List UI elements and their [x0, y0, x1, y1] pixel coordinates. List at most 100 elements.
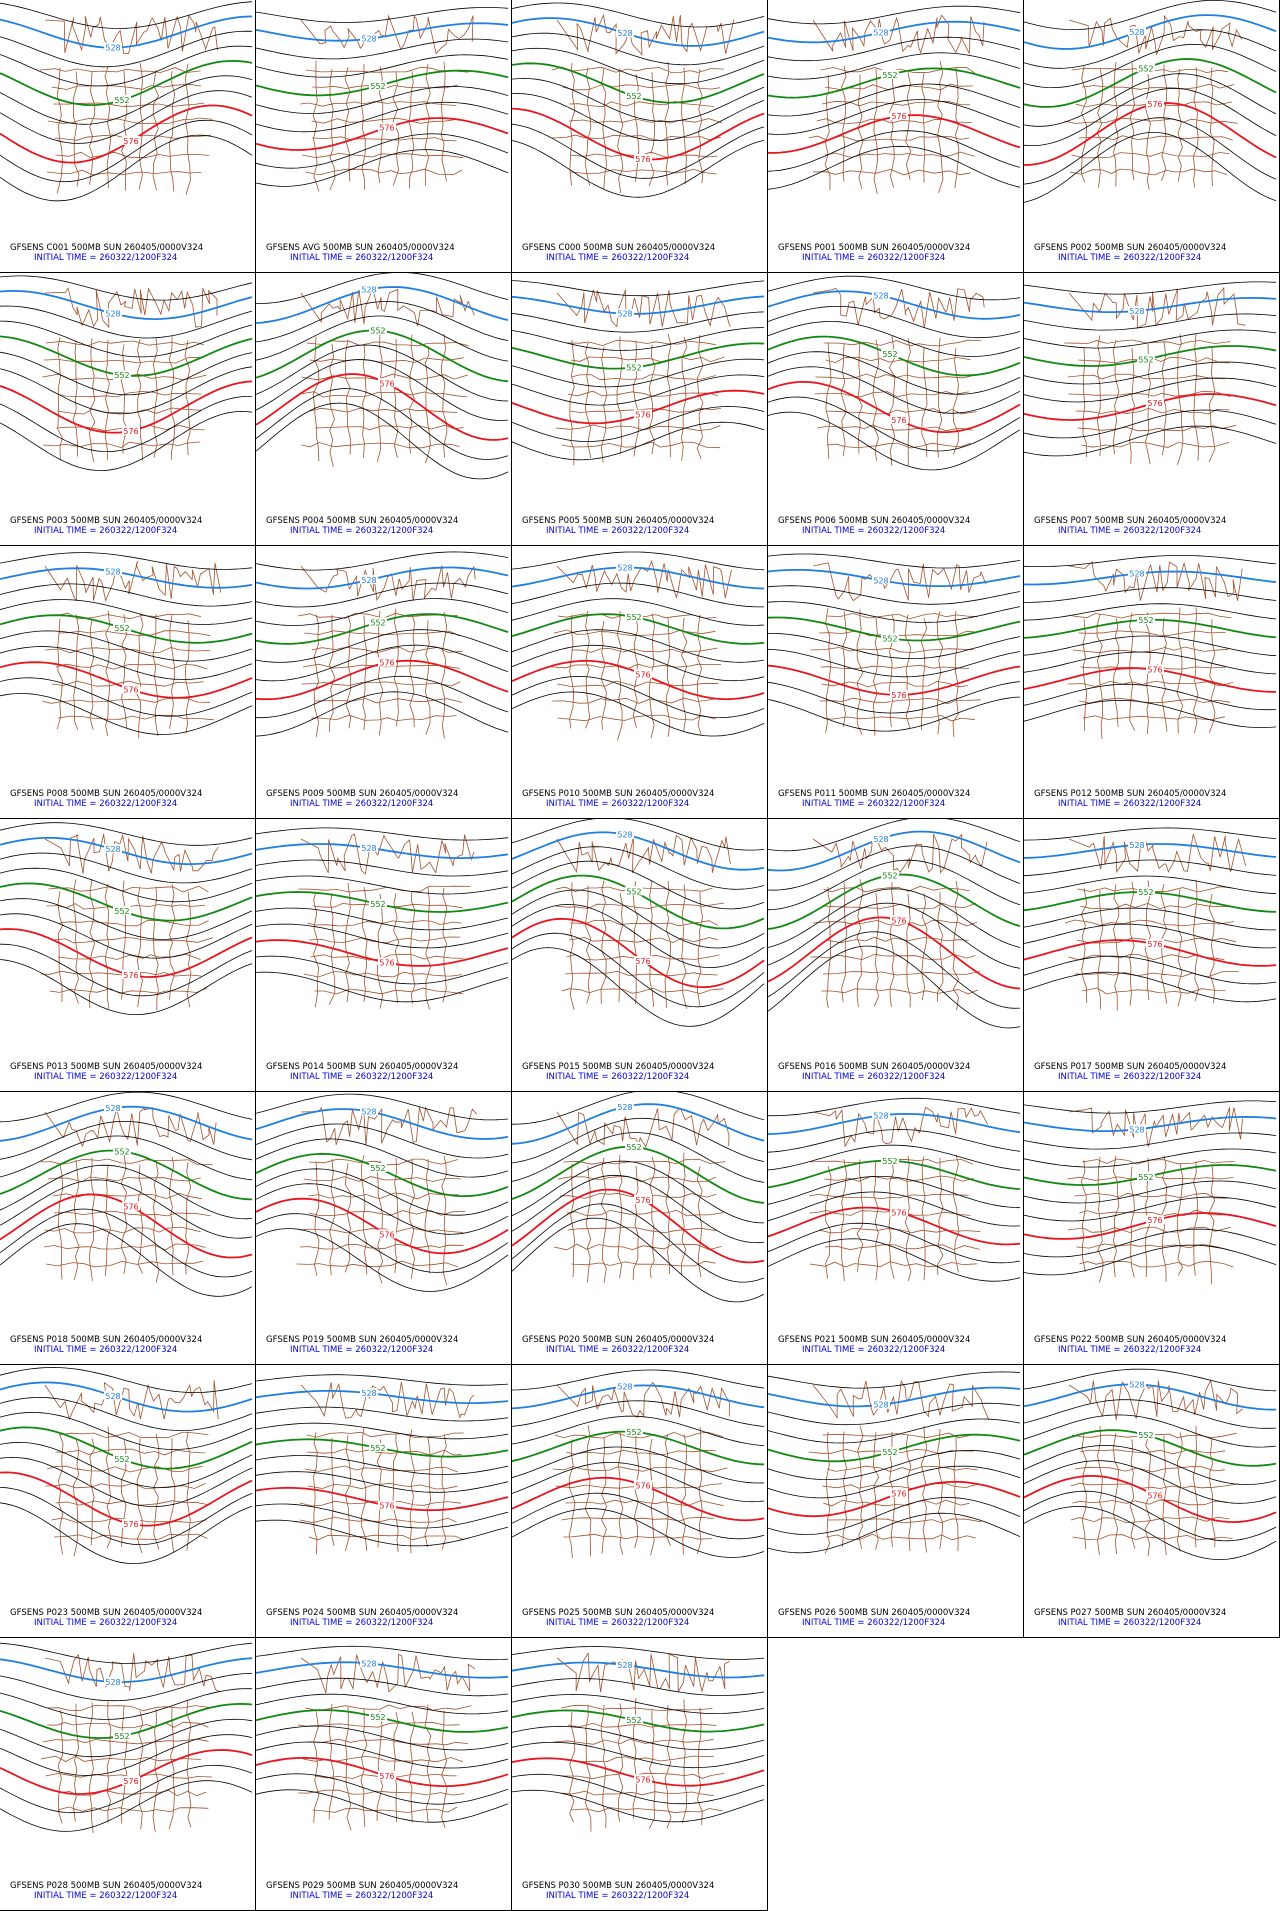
label-bg	[122, 1201, 140, 1211]
map-outline	[40, 1106, 217, 1283]
contour	[0, 1223, 253, 1297]
contour	[256, 344, 509, 402]
contour-label: 576	[891, 916, 906, 925]
label-bg	[378, 122, 396, 132]
contour-label: 576	[635, 411, 650, 420]
contour-label: 552	[114, 1147, 129, 1156]
label-bg	[881, 69, 899, 79]
contour	[1024, 425, 1277, 457]
contour-label: 552	[1138, 355, 1153, 364]
contour	[256, 301, 509, 343]
contour	[768, 5, 1021, 25]
caption-bg	[0, 511, 255, 545]
contour	[768, 902, 1021, 969]
contour	[256, 923, 509, 949]
contour-label: 552	[370, 900, 385, 909]
initial-time: INITIAL TIME = 260322/1200F324	[290, 799, 433, 809]
map: 528 552 576 GFSENS P009 500MB SUN 260405/00…	[256, 551, 511, 818]
label-bg	[113, 370, 131, 380]
label-bg	[881, 1155, 899, 1165]
contour-label: 528	[361, 1659, 376, 1668]
contour	[768, 1176, 1021, 1209]
contour	[256, 598, 509, 626]
map-panel: 528 552 576 GFSENS P018 500MB SUN 260405/00…	[0, 1092, 256, 1365]
label-bg	[369, 898, 387, 908]
label-bg	[634, 1774, 652, 1784]
map: 528 552 576 GFSENS P021 500MB SUN 260405/00…	[768, 1097, 1023, 1364]
label-bg	[378, 378, 396, 388]
label-bg	[890, 689, 908, 699]
contour-label: 552	[114, 907, 129, 916]
contour	[256, 388, 509, 460]
contour	[256, 7, 509, 23]
contour	[512, 1160, 765, 1224]
contour	[0, 913, 253, 959]
map: 528 552 576 GFSENS P011 500MB SUN 260405/00…	[768, 553, 1023, 818]
label-bg	[378, 957, 396, 967]
panel-title: GFSENS P013 500MB SUN 260405/0000V324	[10, 1062, 202, 1072]
label-bg	[616, 1381, 634, 1391]
label-bg	[1137, 1430, 1155, 1440]
map-outline	[1064, 14, 1243, 190]
caption-bg	[256, 1876, 511, 1910]
contour	[0, 410, 253, 472]
contour-label: 576	[379, 659, 394, 668]
contour	[512, 1384, 765, 1410]
contour	[768, 1222, 1021, 1264]
panel-title: GFSENS P005 500MB SUN 260405/0000V324	[522, 516, 714, 526]
map-panel: 528 552 576 GFSENS C000 500MB SUN 260405/00…	[512, 0, 768, 273]
contour	[256, 1168, 509, 1216]
panel-title: GFSENS P026 500MB SUN 260405/0000V324	[778, 1608, 970, 1618]
contour-label: 552	[370, 327, 385, 336]
contour	[512, 1369, 765, 1391]
contour	[768, 99, 1021, 135]
contour	[1024, 1244, 1277, 1276]
label-bg	[881, 1447, 899, 1457]
initial-time: INITIAL TIME = 260322/1200F324	[1058, 526, 1201, 536]
contour	[256, 827, 509, 841]
initial-time: INITIAL TIME = 260322/1200F324	[802, 1345, 945, 1355]
contour	[0, 1411, 253, 1451]
contour	[0, 1366, 253, 1393]
contour-label: 576	[635, 671, 650, 680]
label-bg	[104, 308, 122, 318]
contour	[512, 1789, 765, 1823]
contour-label: 576	[1147, 100, 1162, 109]
panel-title: GFSENS P015 500MB SUN 260405/0000V324	[522, 1062, 714, 1072]
contour	[0, 119, 253, 183]
caption-bg	[256, 784, 511, 818]
caption-bg	[768, 238, 1023, 272]
panel-title: GFSENS P004 500MB SUN 260405/0000V324	[266, 516, 458, 526]
contour	[256, 1455, 509, 1475]
contour	[512, 644, 765, 682]
contour	[256, 1519, 509, 1547]
contour	[768, 931, 1021, 1009]
contour	[1024, 0, 1277, 31]
contour	[256, 859, 509, 877]
contour	[0, 959, 253, 1015]
map-outline	[810, 562, 987, 738]
map: 528 552 576 GFSENS P016 500MB SUN 260405/00…	[768, 819, 1023, 1091]
map: 528 552 576 GFSENS P008 500MB SUN 260405/00…	[0, 552, 255, 818]
initial-time: INITIAL TIME = 260322/1200F324	[546, 1345, 689, 1355]
panel-title: GFSENS P030 500MB SUN 260405/0000V324	[522, 1881, 714, 1891]
contour	[0, 1121, 253, 1161]
map-panel: 528 552 576 GFSENS P017 500MB SUN 260405/00…	[1024, 819, 1280, 1092]
map-panel: 528 552 576 GFSENS P025 500MB SUN 260405/00…	[512, 1365, 768, 1638]
contour-label: 528	[105, 1678, 120, 1687]
map-panel: 528 552 576 GFSENS AVG 500MB SUN 260405/000…	[256, 0, 512, 273]
contour-label: 576	[635, 957, 650, 966]
contour-label: 552	[1138, 616, 1153, 625]
map-outline	[809, 1106, 989, 1282]
contour	[1024, 281, 1277, 295]
label-bg	[890, 1488, 908, 1498]
label-bg	[1146, 1215, 1164, 1225]
label-bg	[378, 1500, 396, 1510]
contour	[256, 907, 509, 931]
label-bg	[634, 669, 652, 679]
contour-label: 528	[361, 35, 376, 44]
map-outline	[552, 559, 732, 741]
contour	[0, 646, 253, 680]
contour	[256, 359, 509, 421]
